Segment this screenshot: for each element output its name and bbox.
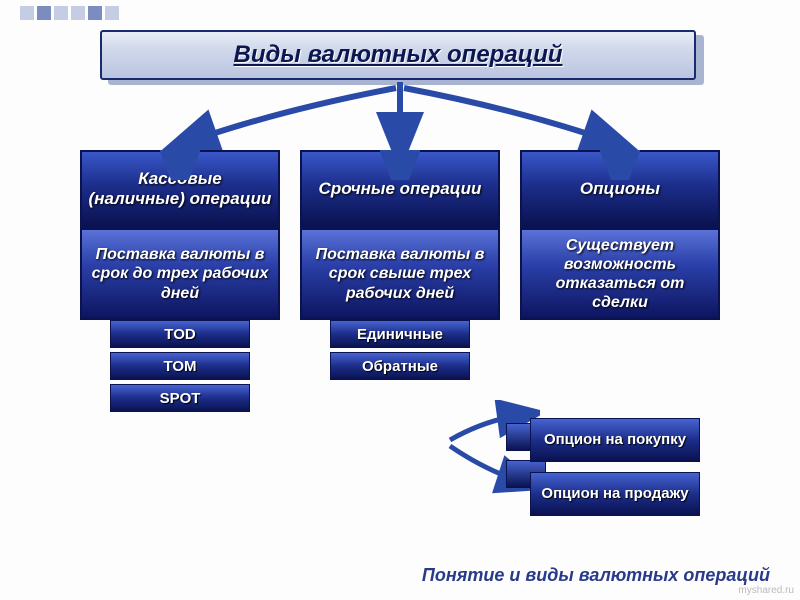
- desc-text: Поставка валюты в срок до трех рабочих д…: [86, 245, 274, 303]
- sub-box-single: Единичные: [330, 320, 470, 348]
- option-stack: Опцион на покупку Опцион на продажу: [530, 418, 700, 516]
- columns: Кассовые (наличные) операции Поставка ва…: [80, 150, 720, 412]
- category-box-cash: Кассовые (наличные) операции: [80, 150, 280, 228]
- category-label: Срочные операции: [319, 179, 482, 199]
- branch-arrows: [80, 80, 720, 152]
- column-options: Опционы Существует возможность отказатьс…: [520, 150, 720, 412]
- option-box-sell: Опцион на продажу: [530, 472, 700, 516]
- decor-square: [88, 6, 102, 20]
- category-label: Опционы: [580, 179, 660, 199]
- sub-box-tom: TOM: [110, 352, 250, 380]
- decor-square: [105, 6, 119, 20]
- option-box-buy: Опцион на покупку: [530, 418, 700, 462]
- sub-box-spot: SPOT: [110, 384, 250, 412]
- sub-label: TOM: [163, 358, 196, 375]
- desc-box-cash: Поставка валюты в срок до трех рабочих д…: [80, 228, 280, 320]
- desc-box-forward: Поставка валюты в срок свыше трех рабочи…: [300, 228, 500, 320]
- category-box-forward: Срочные операции: [300, 150, 500, 228]
- category-box-options: Опционы: [520, 150, 720, 228]
- sub-label: Единичные: [357, 326, 443, 343]
- desc-text: Существует возможность отказаться от сде…: [526, 236, 714, 313]
- decor-square: [54, 6, 68, 20]
- watermark: myshared.ru: [738, 585, 794, 596]
- category-label: Кассовые (наличные) операции: [88, 169, 272, 210]
- desc-text: Поставка валюты в срок свыше трех рабочи…: [306, 245, 494, 303]
- option-label: Опцион на покупку: [544, 431, 686, 448]
- decor-squares: [20, 6, 119, 20]
- decor-square: [20, 6, 34, 20]
- sub-box-tod: TOD: [110, 320, 250, 348]
- sub-box-reverse: Обратные: [330, 352, 470, 380]
- column-cash: Кассовые (наличные) операции Поставка ва…: [80, 150, 280, 412]
- footer-text: Понятие и виды валютных операций: [422, 565, 770, 586]
- sub-label: Обратные: [362, 358, 438, 375]
- decor-square: [71, 6, 85, 20]
- sub-label: SPOT: [160, 390, 201, 407]
- desc-box-options: Существует возможность отказаться от сде…: [520, 228, 720, 320]
- sub-label: TOD: [164, 326, 195, 343]
- title-box: Виды валютных операций: [100, 30, 696, 80]
- title-text: Виды валютных операций: [233, 41, 562, 69]
- decor-square: [37, 6, 51, 20]
- sub-stack-cash: TOD TOM SPOT: [110, 320, 250, 412]
- option-label: Опцион на продажу: [541, 485, 688, 502]
- column-forward: Срочные операции Поставка валюты в срок …: [300, 150, 500, 412]
- sub-stack-forward: Единичные Обратные: [330, 320, 470, 380]
- split-arrows: [440, 400, 540, 510]
